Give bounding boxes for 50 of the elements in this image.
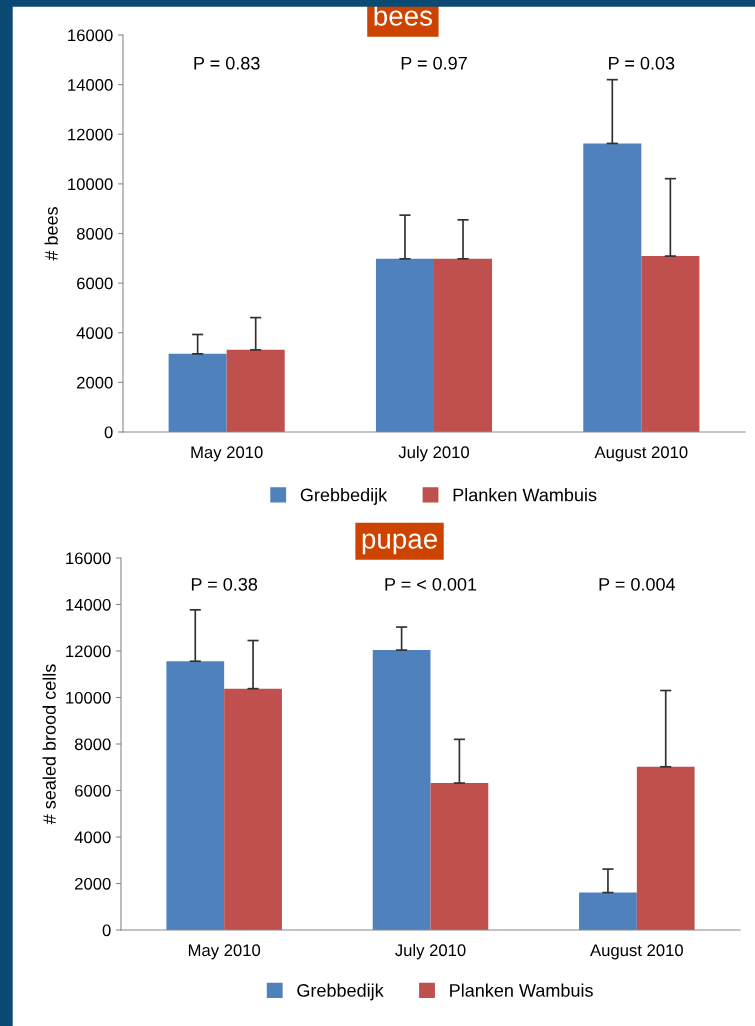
x-tick-label: May 2010	[188, 944, 261, 960]
annotation: P = 0.004	[599, 577, 676, 591]
legend-label: Grebbedijk	[297, 983, 384, 1001]
y-tick-label: 4000	[74, 831, 111, 844]
y-tick-label: 16000	[68, 29, 113, 42]
x-tick-label: July 2010	[395, 943, 466, 960]
x-tick-label: July 2010	[398, 445, 470, 462]
x-tick-label: May 2010	[191, 446, 263, 462]
annotation: P = 0.38	[191, 577, 258, 591]
y-tick-label: 12000	[66, 645, 111, 658]
chart-title: bees	[374, 5, 433, 26]
bar	[168, 353, 227, 432]
y-tick-label: 16000	[66, 552, 111, 565]
y-tick-label: 14000	[66, 598, 111, 611]
legend-label: Grebbedijk	[300, 488, 388, 505]
annotation: P = < 0.001	[385, 577, 477, 591]
y-tick-label: 12000	[68, 128, 113, 141]
x-tick-label: August 2010	[594, 446, 688, 462]
y-axis-title: # sealed brood cells	[42, 664, 56, 825]
legend-label: Planken Wambuis	[450, 983, 593, 997]
bar	[583, 143, 642, 432]
bar	[430, 783, 489, 930]
bar	[641, 256, 700, 432]
chart-title: pupae	[362, 533, 437, 555]
y-tick-label: 6000	[75, 784, 111, 797]
x-tick-label: August 2010	[590, 944, 683, 960]
annotation: P = 0.83	[194, 56, 260, 70]
bar	[166, 661, 225, 930]
annotation: P = 0.03	[609, 56, 675, 70]
y-axis-title: # bees	[44, 207, 58, 261]
y-tick-label: 0	[104, 426, 113, 439]
y-tick-label: 2000	[77, 376, 113, 389]
annotation: P = 0.97	[401, 56, 467, 70]
legend-label: Planken Wambuis	[453, 488, 597, 502]
bar	[226, 349, 285, 432]
y-tick-label: 8000	[74, 738, 111, 751]
y-tick-label: 2000	[75, 877, 111, 890]
bar	[579, 892, 637, 930]
y-tick-label: 14000	[68, 79, 113, 91]
y-tick-label: 0	[102, 924, 111, 937]
y-tick-label: 10000	[68, 178, 113, 191]
bar	[434, 258, 493, 432]
bar	[224, 688, 282, 930]
bar	[372, 650, 431, 930]
y-tick-label: 8000	[76, 227, 113, 240]
bar	[375, 258, 434, 432]
y-tick-label: 10000	[66, 691, 111, 704]
bar	[636, 766, 695, 930]
y-tick-label: 4000	[76, 327, 113, 339]
y-tick-label: 6000	[77, 277, 113, 290]
